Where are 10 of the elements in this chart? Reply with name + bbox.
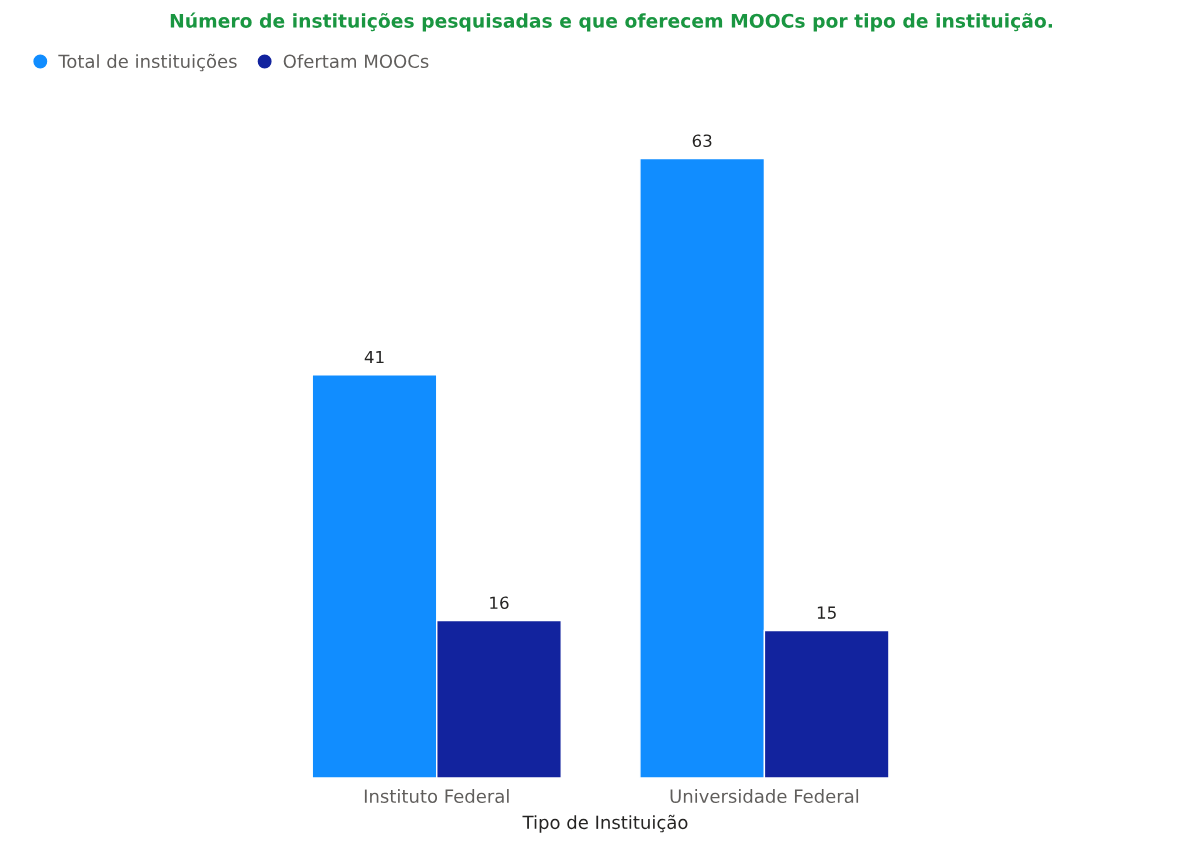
legend-label: Total de instituições [58, 53, 237, 72]
legend-label: Ofertam MOOCs [283, 54, 429, 69]
x-axis-title: Tipo de Instituição [522, 814, 688, 833]
x-tick-label: Universidade Federal [670, 789, 859, 804]
x-tick-label: Instituto Federal [364, 789, 509, 804]
data-label: 41 [364, 350, 384, 364]
data-label: 15 [817, 606, 836, 619]
chart-title: Número de instituições pesquisadas e que oferecem MOOCs por tipo de instituição. [170, 12, 1052, 32]
data-label: 16 [490, 596, 509, 610]
data-label: 63 [692, 134, 712, 148]
